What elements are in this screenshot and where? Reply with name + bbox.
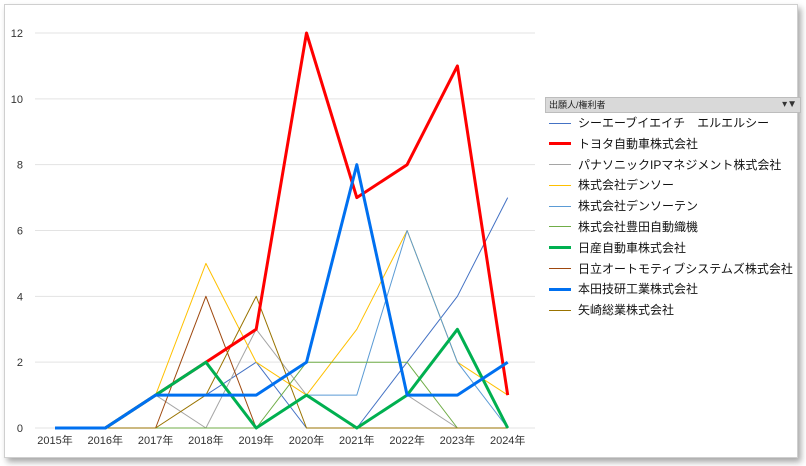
filter-dropdown-icon[interactable]: ▾▼ <box>782 99 797 110</box>
y-tick-label: 4 <box>17 291 23 303</box>
legend-swatch <box>549 122 571 124</box>
y-tick-label: 2 <box>17 357 23 369</box>
legend-swatch <box>549 268 571 270</box>
legend: 出願人/権利者 ▾▼ シーエーブイエイチ エルエルシー トヨタ自動車株式会社パナソ… <box>545 97 801 321</box>
series-line <box>55 163 509 430</box>
legend-swatch <box>549 246 571 250</box>
y-tick-label: 0 <box>17 423 23 435</box>
x-tick-label: 2017年 <box>138 433 173 447</box>
legend-item[interactable]: 本田技研工業株式会社 <box>545 279 801 300</box>
legend-item[interactable]: 株式会社デンソーテン <box>545 196 801 217</box>
legend-label: 株式会社デンソーテン <box>578 199 699 214</box>
legend-label: 矢崎総業株式会社 <box>578 303 675 318</box>
y-tick-label: 12 <box>11 28 23 40</box>
legend-item[interactable]: 株式会社豊田自動織機 <box>545 217 801 238</box>
legend-item[interactable]: 日産自動車株式会社 <box>545 238 801 259</box>
x-axis-ticks: 2015年 2016年 2017年 2018年 2019年 2020年 2021年 2022年… <box>37 433 525 447</box>
legend-swatch <box>549 142 571 146</box>
legend-label: 本田技研工業株式会社 <box>578 282 699 297</box>
x-tick-label: 2024年 <box>490 433 525 447</box>
legend-swatch <box>549 226 571 228</box>
x-tick-label: 2021年 <box>339 433 374 447</box>
legend-item[interactable]: 矢崎総業株式会社 <box>545 300 801 321</box>
legend-swatch <box>549 164 571 166</box>
x-tick-label: 2018年 <box>188 433 223 447</box>
x-tick-label: 2015年 <box>37 433 72 447</box>
legend-label: パナソニックIPマネジメント株式会社 <box>578 157 782 172</box>
legend-label: 日立オートモティブシステムズ株式会社 <box>578 261 793 276</box>
line-chart: 0 2 4 6 8 10 12 2015年 2016年 2017年 2018年 2019年 2020年… <box>11 28 535 447</box>
legend-label: トヨタ自動車株式会社 <box>578 136 699 151</box>
series-line <box>55 197 509 429</box>
x-tick-label: 2019年 <box>238 433 273 447</box>
legend-item[interactable]: パナソニックIPマネジメント株式会社 <box>545 155 801 176</box>
series-line <box>55 230 508 429</box>
legend-swatch <box>549 287 571 291</box>
series-line <box>55 230 509 429</box>
y-tick-label: 6 <box>17 226 23 238</box>
y-tick-label: 10 <box>11 94 23 106</box>
legend-label: シーエーブイエイチ エルエルシー <box>578 116 770 130</box>
legend-item[interactable]: 日立オートモティブシステムズ株式会社 <box>545 259 801 280</box>
series-lines <box>55 31 510 430</box>
chart-frame: 0 2 4 6 8 10 12 2015年 2016年 2017年 2018年 2019年 2020年… <box>4 4 801 458</box>
legend-swatch <box>549 184 571 186</box>
legend-header-label: 出願人/権利者 <box>549 100 606 110</box>
y-tick-label: 8 <box>17 160 23 172</box>
x-tick-label: 2016年 <box>88 433 123 447</box>
legend-item[interactable]: シーエーブイエイチ エルエルシー <box>545 113 801 134</box>
legend-item[interactable]: トヨタ自動車株式会社 <box>545 134 801 155</box>
series-line <box>55 295 508 429</box>
legend-swatch <box>549 205 571 207</box>
x-tick-label: 2023年 <box>440 433 475 447</box>
legend-header[interactable]: 出願人/権利者 ▾▼ <box>545 97 801 113</box>
legend-label: 日産自動車株式会社 <box>578 240 687 255</box>
legend-items: シーエーブイエイチ エルエルシー トヨタ自動車株式会社パナソニックIPマネジメント… <box>545 113 801 321</box>
legend-item[interactable]: 株式会社デンソー <box>545 175 801 196</box>
x-tick-label: 2022年 <box>389 433 424 447</box>
legend-swatch <box>549 309 571 311</box>
legend-label: 株式会社デンソー <box>578 178 675 193</box>
legend-label: 株式会社豊田自動織機 <box>578 219 699 234</box>
y-axis-ticks: 0 2 4 6 8 10 12 <box>11 28 23 435</box>
x-tick-label: 2020年 <box>289 433 324 447</box>
